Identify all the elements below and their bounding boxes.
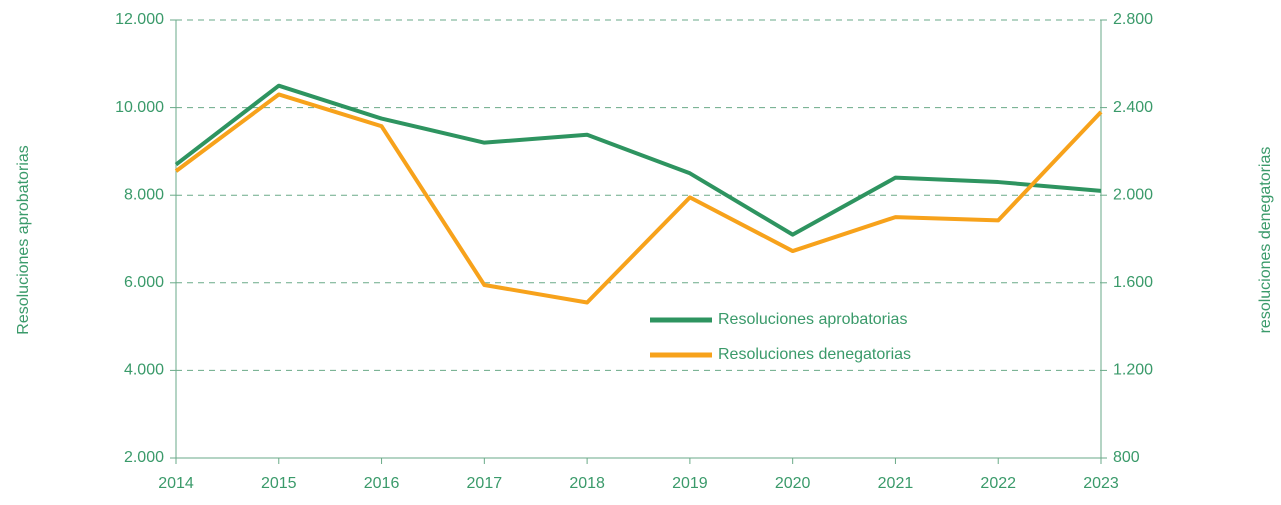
x-tick-label: 2018 bbox=[569, 475, 605, 492]
x-tick-label: 2021 bbox=[878, 475, 914, 492]
x-tick-label: 2023 bbox=[1083, 475, 1119, 492]
y-tick-label: 6.000 bbox=[124, 274, 164, 291]
y-axis-label: Resoluciones aprobatorias bbox=[15, 145, 32, 334]
y2-tick-label: 2.800 bbox=[1113, 11, 1153, 28]
x-tick-label: 2015 bbox=[261, 475, 297, 492]
series-line bbox=[174, 92, 1103, 305]
x-tick-label: 2017 bbox=[467, 475, 503, 492]
legend-label: Resoluciones denegatorias bbox=[718, 346, 911, 363]
y2-tick-label: 2.400 bbox=[1113, 99, 1153, 116]
x-tick-label: 2022 bbox=[980, 475, 1016, 492]
y-tick-label: 12.000 bbox=[115, 11, 164, 28]
y2-axis-label: resoluciones denegatorias bbox=[1257, 147, 1274, 334]
x-tick-label: 2014 bbox=[158, 475, 194, 492]
y2-tick-label: 1.600 bbox=[1113, 274, 1153, 291]
x-tick-label: 2019 bbox=[672, 475, 708, 492]
y2-tick-label: 1.200 bbox=[1113, 362, 1153, 379]
y-tick-label: 4.000 bbox=[124, 362, 164, 379]
series-line bbox=[174, 83, 1102, 237]
y-tick-label: 10.000 bbox=[115, 99, 164, 116]
legend-label: Resoluciones aprobatorias bbox=[718, 311, 907, 328]
x-tick-label: 2016 bbox=[364, 475, 400, 492]
y-tick-label: 8.000 bbox=[124, 186, 164, 203]
x-tick-label: 2020 bbox=[775, 475, 811, 492]
y2-tick-label: 2.000 bbox=[1113, 186, 1153, 203]
y2-tick-label: 800 bbox=[1113, 449, 1140, 466]
y-tick-label: 2.000 bbox=[124, 449, 164, 466]
